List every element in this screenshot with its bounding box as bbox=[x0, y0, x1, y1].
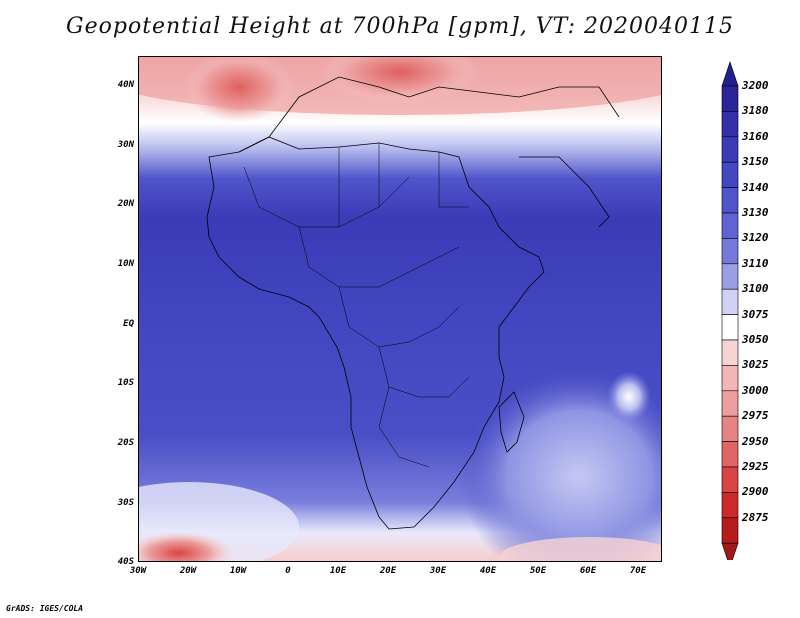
colorbar-swatch bbox=[721, 390, 739, 417]
lon-tick: 20W bbox=[179, 566, 197, 576]
lon-tick: 30E bbox=[429, 566, 447, 576]
map-panel bbox=[138, 56, 662, 562]
colorbar-label: 3120 bbox=[742, 231, 769, 245]
colorbar-label: 2925 bbox=[742, 460, 769, 473]
coastlines bbox=[206, 76, 620, 530]
lon-tick: 50E bbox=[529, 566, 547, 576]
colorbar-swatch bbox=[721, 238, 739, 265]
colorbar-swatch bbox=[721, 136, 739, 163]
colorbar-swatch bbox=[721, 288, 739, 315]
colorbar-label: 3100 bbox=[742, 282, 769, 296]
colorbar-label: 3200 bbox=[742, 79, 769, 92]
colorbar-swatch bbox=[721, 161, 739, 188]
colorbar-swatch bbox=[721, 365, 739, 392]
colorbar-label: 2975 bbox=[742, 409, 769, 423]
map-svg bbox=[139, 57, 661, 561]
lon-tick: 0 bbox=[285, 566, 291, 576]
southeast-pale-area bbox=[459, 367, 661, 561]
colorbar-label: 2875 bbox=[742, 510, 769, 524]
lon-tick: 60E bbox=[579, 566, 597, 576]
colorbar-bottom-arrow bbox=[721, 542, 739, 560]
lon-tick: 10W bbox=[229, 566, 247, 576]
colorbar-swatch bbox=[721, 111, 739, 138]
southeast-high bbox=[499, 537, 661, 561]
colorbar-swatch bbox=[721, 492, 739, 519]
lon-tick: 40E bbox=[479, 566, 497, 576]
colorbar-label: 2900 bbox=[742, 485, 769, 499]
lon-tick: 30W bbox=[129, 566, 147, 576]
credit-text: GrADS: IGES/COLA bbox=[6, 604, 84, 613]
map-title: Geopotential Height at 700hPa [gpm], VT:… bbox=[66, 14, 734, 39]
lon-tick: 70E bbox=[629, 566, 647, 576]
colorbar-swatch bbox=[721, 415, 739, 442]
lat-tick: 30S bbox=[117, 498, 134, 508]
lon-tick: 10E bbox=[329, 566, 347, 576]
high-center-north bbox=[184, 57, 294, 122]
colorbar-label: 3050 bbox=[742, 333, 769, 346]
lon-tick: 20E bbox=[379, 566, 397, 576]
colorbar-label: 3180 bbox=[742, 104, 769, 118]
colorbar-label: 3160 bbox=[742, 129, 769, 143]
colorbar-label: 3000 bbox=[742, 383, 769, 397]
pale-spot bbox=[607, 371, 651, 423]
country-borders bbox=[243, 143, 470, 468]
lat-tick: 10N bbox=[117, 259, 134, 269]
colorbar-label: 2950 bbox=[742, 434, 769, 448]
colorbar-label: 3110 bbox=[742, 256, 769, 270]
lat-tick: 30N bbox=[117, 140, 134, 150]
colorbar-swatch bbox=[721, 212, 739, 239]
lat-tick: 10S bbox=[117, 378, 134, 388]
colorbar-label: 3150 bbox=[742, 155, 769, 169]
colorbar-top-arrow bbox=[721, 61, 739, 87]
colorbar-swatch bbox=[721, 314, 739, 341]
colorbar-swatch bbox=[721, 85, 739, 112]
colorbar bbox=[721, 61, 739, 560]
colorbar-label: 3025 bbox=[742, 358, 769, 372]
colorbar-swatch bbox=[721, 441, 739, 468]
colorbar-swatch bbox=[721, 517, 739, 544]
lat-tick: EQ bbox=[123, 319, 134, 329]
colorbar-swatch bbox=[721, 339, 739, 366]
colorbar-label: 3130 bbox=[742, 206, 769, 219]
colorbar-swatch bbox=[721, 187, 739, 214]
colorbar-label: 3140 bbox=[742, 180, 769, 194]
colorbar-label: 3075 bbox=[742, 307, 769, 321]
high-center-south bbox=[139, 531, 234, 561]
lat-tick: 40N bbox=[117, 80, 134, 90]
lat-tick: 20S bbox=[117, 438, 134, 448]
lat-tick: 40S bbox=[117, 557, 134, 567]
high-center-north-east bbox=[319, 57, 479, 102]
lat-tick: 20N bbox=[117, 199, 134, 209]
colorbar-swatch bbox=[721, 263, 739, 290]
colorbar-swatch bbox=[721, 466, 739, 493]
